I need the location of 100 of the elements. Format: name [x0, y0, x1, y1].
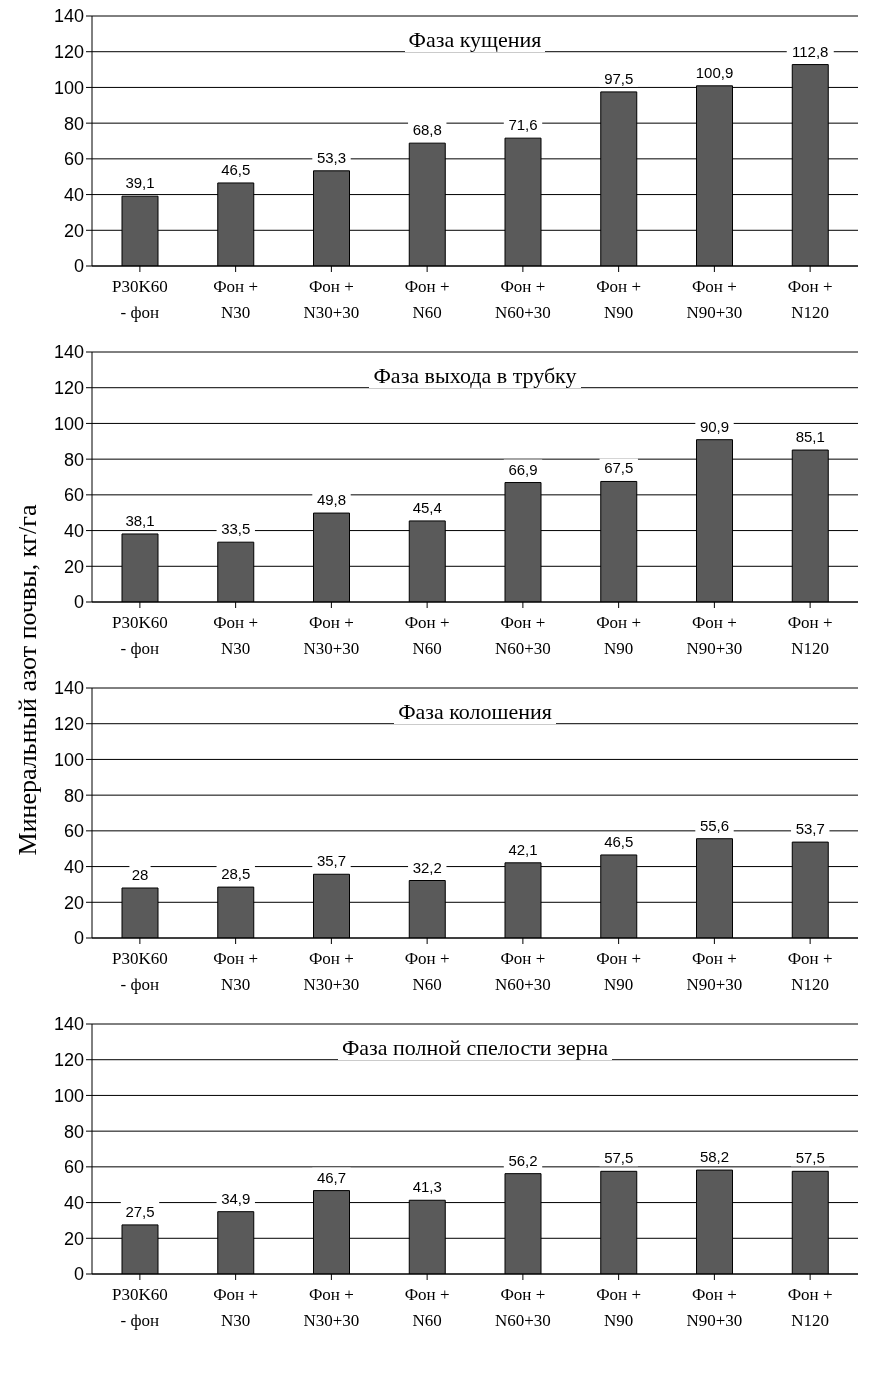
x-tick-label: Фон + N30+30 — [303, 613, 360, 658]
data-label: 28 — [131, 866, 149, 883]
y-tick-label: 20 — [63, 556, 84, 577]
x-tick-label: Фон + N60+30 — [494, 1285, 551, 1330]
y-tick-label: 120 — [53, 42, 84, 63]
x-tick-label: Фон + N30 — [213, 1285, 259, 1330]
data-label: 42,1 — [508, 840, 538, 858]
data-label: 46,7 — [316, 1168, 347, 1186]
data-label: 97,5 — [604, 69, 634, 87]
x-tick-label: P30K60 - фон — [112, 613, 168, 658]
data-label: 46,5 — [604, 832, 634, 850]
data-label: 68,8 — [412, 121, 442, 139]
x-tick-label: Фон + N90 — [596, 277, 642, 322]
x-tick-label: Фон + N60 — [404, 277, 450, 322]
data-label: 27,5 — [125, 1202, 155, 1220]
x-tick-label: Фон + N60 — [404, 949, 450, 994]
data-label: 49,8 — [316, 491, 347, 509]
y-tick-label: 0 — [73, 592, 84, 613]
data-label: 53,3 — [316, 148, 347, 166]
data-label: 67,5 — [604, 459, 634, 477]
y-tick-label: 0 — [73, 928, 84, 949]
data-label: 53,7 — [795, 820, 825, 838]
x-tick-label: Фон + N30+30 — [303, 277, 360, 322]
text: Фаза кущения — [404, 27, 546, 53]
data-label: 100,9 — [695, 63, 734, 81]
data-label: 28,5 — [221, 865, 251, 883]
x-tick-label: Фон + N120 — [787, 1285, 833, 1330]
x-tick-label: Фон + N90 — [596, 949, 642, 994]
y-tick-label: 40 — [63, 184, 84, 205]
y-tick-label: 40 — [63, 520, 84, 541]
data-label: 57,5 — [795, 1149, 825, 1167]
y-tick-label: 20 — [63, 220, 84, 241]
y-tick-label: 20 — [63, 892, 84, 913]
x-tick-label: Фон + N60+30 — [494, 949, 551, 994]
data-label: 34,9 — [221, 1189, 251, 1207]
data-label: 71,6 — [508, 116, 538, 134]
data-label: 32,2 — [412, 858, 442, 876]
text: Фаза полной спелости зерна — [337, 1035, 613, 1061]
data-label: 85,1 — [795, 428, 825, 446]
y-tick-label: 40 — [63, 856, 84, 877]
x-tick-label: Фон + N90+30 — [686, 277, 743, 322]
data-label: 56,2 — [508, 1151, 538, 1169]
x-tick-label: Фон + N60+30 — [494, 277, 551, 322]
text: Фаза колошения — [394, 699, 556, 725]
data-label: 45,4 — [412, 498, 442, 516]
y-tick-label: 20 — [63, 1228, 84, 1249]
y-tick-label: 140 — [53, 1014, 84, 1035]
y-tick-label: 100 — [53, 749, 84, 770]
x-tick-label: Фон + N120 — [787, 277, 833, 322]
y-tick-label: 140 — [53, 342, 84, 363]
y-tick-label: 0 — [73, 256, 84, 277]
y-tick-label: 80 — [63, 1121, 84, 1142]
x-tick-label: Фон + N90+30 — [686, 949, 743, 994]
x-tick-label: P30K60 - фон — [112, 1285, 168, 1330]
x-tick-label: Фон + N60 — [404, 1285, 450, 1330]
y-tick-label: 80 — [63, 449, 84, 470]
data-label: 90,9 — [699, 417, 730, 435]
y-tick-label: 60 — [63, 149, 84, 170]
data-label: 38,1 — [125, 511, 155, 529]
x-tick-label: Фон + N120 — [787, 949, 833, 994]
x-tick-label: P30K60 - фон — [112, 277, 168, 322]
x-tick-label: Фон + N30+30 — [303, 949, 360, 994]
x-tick-label: Фон + N60+30 — [494, 613, 551, 658]
y-tick-label: 60 — [63, 1157, 84, 1178]
x-tick-label: Фон + N120 — [787, 613, 833, 658]
data-label: 46,5 — [221, 160, 251, 178]
x-tick-label: Фон + N30+30 — [303, 1285, 360, 1330]
y-tick-label: 120 — [53, 378, 84, 399]
x-tick-label: Фон + N30 — [213, 949, 259, 994]
x-tick-label: P30K60 - фон — [112, 949, 168, 994]
x-tick-label: Фон + N90+30 — [686, 1285, 743, 1330]
y-tick-label: 140 — [53, 6, 84, 27]
data-label: 39,1 — [125, 174, 155, 192]
data-label: 58,2 — [699, 1148, 730, 1166]
x-tick-label: Фон + N90 — [596, 613, 642, 658]
y-tick-label: 60 — [63, 485, 84, 506]
x-tick-label: Фон + N90 — [596, 1285, 642, 1330]
data-label: 66,9 — [508, 460, 538, 478]
data-label: 35,7 — [316, 852, 347, 870]
data-label: 57,5 — [604, 1149, 634, 1167]
y-tick-label: 60 — [63, 821, 84, 842]
y-tick-label: 120 — [53, 714, 84, 735]
x-tick-label: Фон + N60 — [404, 613, 450, 658]
y-tick-label: 40 — [63, 1192, 84, 1213]
data-label: 55,6 — [699, 816, 730, 834]
text: Фаза выхода в трубку — [369, 363, 581, 389]
data-label: 112,8 — [792, 42, 829, 60]
x-tick-label: Фон + N90+30 — [686, 613, 743, 658]
y-tick-label: 80 — [63, 113, 84, 134]
data-label: 41,3 — [412, 1178, 442, 1196]
data-label: 33,5 — [221, 520, 251, 538]
y-tick-label: 0 — [73, 1264, 84, 1285]
y-tick-label: 140 — [53, 678, 84, 699]
y-tick-label: 80 — [63, 785, 84, 806]
y-tick-label: 100 — [53, 1085, 84, 1106]
y-tick-label: 100 — [53, 77, 84, 98]
y-axis-title: Минеральный азот почвы, кг/га — [13, 504, 43, 856]
y-tick-label: 120 — [53, 1050, 84, 1071]
x-tick-label: Фон + N30 — [213, 277, 259, 322]
y-tick-label: 100 — [53, 413, 84, 434]
